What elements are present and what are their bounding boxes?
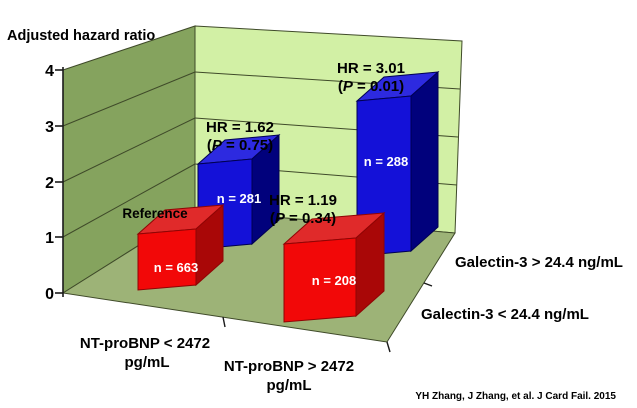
n-label-back1: n = 281 [217,191,261,206]
y-tick-label: 3 [45,119,54,136]
y-tick-label: 1 [45,230,54,247]
n-label-front1: n = 663 [154,260,198,275]
y-tick-label: 2 [45,175,54,192]
n-label-front2: n = 208 [312,273,356,288]
bar-side-face [410,70,439,253]
grid-line [62,117,196,183]
chart-title: Adjusted hazard ratio [7,28,155,44]
grid-line [62,71,196,127]
p-value: = 0.34) [285,210,336,227]
grid-line [62,163,196,238]
y-tick-label: 4 [45,63,54,80]
citation: YH Zhang, J Zhang, et al. J Card Fail. 2… [415,391,616,402]
p-symbol: P [212,137,223,154]
y-tick-label: 0 [45,286,54,303]
category-tick [222,316,226,328]
axis-ticks [222,282,433,353]
category-label-2-line2: pg/mL [267,377,312,394]
category-tick [386,341,391,353]
reference-label: Reference [122,206,188,221]
y-axis [55,67,64,297]
bar-front-face [283,237,357,323]
bar-back-row-2 [355,70,440,257]
p-value: = 0.75) [222,137,273,154]
hr-annotation-back1-line2: (P = 0.75) [207,137,273,154]
series-label-front: Galectin-3 < 24.4 ng/mL [421,306,589,323]
bar-front-face [137,228,197,291]
hr-annotation-front2-line1: HR = 1.19 [269,192,337,209]
bar-front-row-1 [136,203,225,291]
paren-open: ( [270,210,275,227]
hr-annotation-back2-line2: (P = 0.01) [338,78,404,95]
p-symbol: P [343,78,354,95]
series-label-back: Galectin-3 > 24.4 ng/mL [455,254,623,271]
category-label-2-line1: NT-proBNP > 2472 [224,358,354,375]
left-wall-gridlines [62,71,196,238]
p-symbol: P [275,210,286,227]
category-label-1-line1: NT-proBNP < 2472 [80,335,210,352]
p-value: = 0.01) [353,78,404,95]
paren-open: ( [338,78,343,95]
bar-front-row-2 [282,211,386,323]
paren-open: ( [207,137,212,154]
series-tick [423,282,433,287]
category-label-1-line2: pg/mL [125,354,170,371]
hr-annotation-back1-line1: HR = 1.62 [206,119,274,136]
hr-annotation-back2-line1: HR = 3.01 [337,60,405,77]
n-label-back2: n = 288 [364,154,408,169]
hr-annotation-front2-line2: (P = 0.34) [270,210,336,227]
